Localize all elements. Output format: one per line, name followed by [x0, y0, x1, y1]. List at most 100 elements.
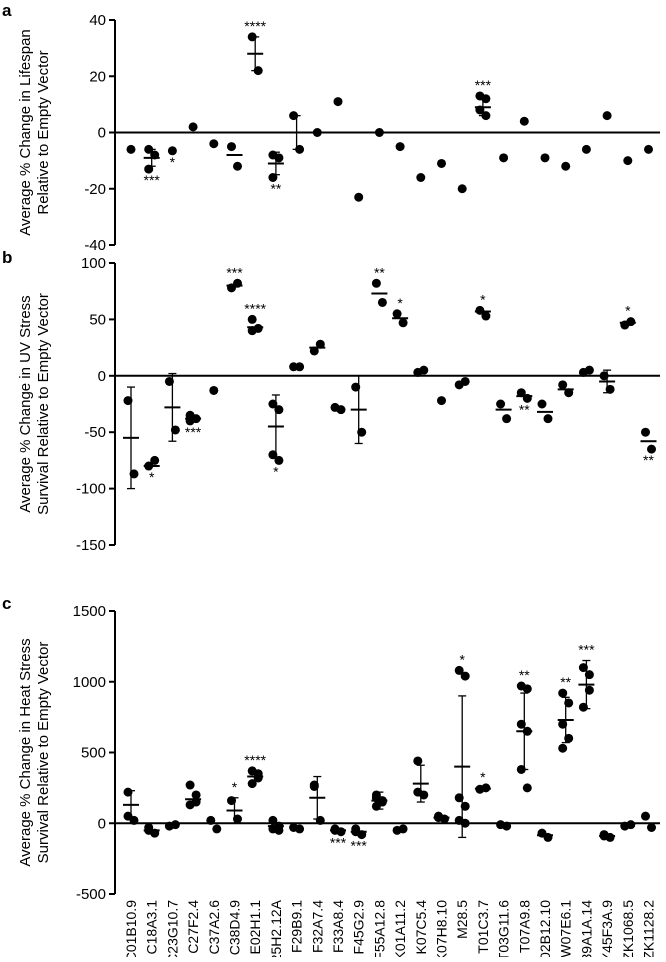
y-tick-label: 40: [89, 12, 106, 29]
data-point: [496, 399, 506, 409]
x-tick-label: C38D4.9: [227, 900, 243, 955]
data-point: [437, 158, 446, 168]
significance: **: [560, 674, 571, 690]
data-point: [419, 365, 429, 375]
panel-label: c: [2, 594, 11, 613]
y-tick-label: 1500: [73, 603, 106, 620]
significance: ****: [244, 300, 266, 316]
y-axis-label: Survival Relative to Empty Vector: [35, 642, 52, 864]
data-point: [413, 756, 423, 766]
data-point: [268, 815, 278, 825]
x-tick-label: F29B9.1: [289, 900, 305, 953]
data-point: [454, 665, 464, 675]
data-point: [312, 128, 322, 137]
significance: *: [459, 651, 465, 667]
significance: ***: [351, 838, 368, 854]
data-point: [371, 278, 381, 288]
x-tick-label: C18A3.1: [144, 900, 160, 955]
y-axis-label: Average % Change in UV Stress: [17, 295, 34, 512]
data-point: [247, 779, 257, 789]
panel-label: a: [2, 1, 12, 20]
data-point: [460, 671, 470, 681]
data-point: [502, 821, 512, 831]
data-point: [460, 801, 470, 811]
data-point: [599, 371, 609, 381]
x-tick-label: C27F2.4: [185, 900, 201, 954]
data-point: [581, 144, 591, 154]
data-point: [333, 97, 343, 107]
data-point: [126, 144, 136, 154]
data-point: [626, 317, 636, 327]
x-tick-label: C23G10.7: [164, 900, 180, 957]
data-point: [516, 388, 526, 398]
y-tick-label: -40: [84, 237, 106, 254]
x-tick-label: F25H2.12A: [268, 899, 284, 957]
data-point: [209, 139, 219, 149]
significance: ***: [226, 264, 243, 280]
data-point: [191, 790, 201, 800]
y-tick-label: 0: [98, 125, 106, 142]
data-point: [641, 427, 650, 437]
data-point: [247, 314, 257, 324]
data-point: [315, 815, 325, 825]
y-tick-label: -20: [84, 181, 106, 198]
data-point: [295, 824, 305, 834]
y-tick-label: -150: [76, 537, 106, 554]
significance: *: [480, 291, 486, 307]
significance: *: [397, 295, 403, 311]
data-point: [558, 719, 568, 729]
x-tick-label: K01A11.2: [392, 900, 408, 957]
x-tick-label: F32A7.4: [309, 900, 325, 953]
x-tick-label: ZK1068.5: [620, 900, 636, 957]
x-tick-label: F33A8.4: [330, 900, 346, 953]
x-tick-label: Y45F3A.9: [599, 900, 615, 957]
data-point: [558, 743, 568, 753]
data-point: [274, 405, 284, 415]
y-tick-label: 100: [81, 255, 106, 272]
significance: *: [170, 154, 176, 170]
data-point: [647, 822, 656, 832]
significance: **: [374, 264, 385, 280]
data-point: [475, 305, 485, 315]
significance: ***: [185, 424, 202, 440]
data-point: [123, 787, 133, 797]
data-point: [274, 153, 284, 163]
data-point: [336, 405, 346, 415]
x-tick-label: T03G11.6: [496, 900, 512, 957]
data-point: [584, 365, 594, 375]
x-tick-label: C01B10.9: [123, 900, 139, 957]
data-point: [605, 384, 615, 394]
x-tick-label: K07H8.10: [434, 900, 450, 957]
x-tick-label: E02H1.1: [247, 900, 263, 955]
data-point: [543, 414, 553, 424]
data-point: [543, 832, 553, 842]
significance: **: [270, 181, 281, 197]
data-point: [377, 297, 387, 307]
x-tick-label: ZK1128.2: [641, 900, 657, 957]
y-tick-label: 20: [89, 68, 106, 85]
data-point: [354, 192, 364, 202]
data-point: [227, 142, 236, 152]
y-tick-label: 50: [89, 311, 106, 328]
data-point: [502, 414, 512, 424]
data-point: [150, 455, 160, 465]
data-point: [537, 399, 547, 409]
data-point: [564, 388, 574, 398]
data-point: [558, 380, 568, 390]
data-point: [457, 184, 467, 194]
data-point: [268, 399, 278, 409]
y-tick-label: -50: [84, 424, 106, 441]
data-point: [233, 161, 242, 171]
data-point: [578, 663, 588, 673]
significance: **: [519, 401, 530, 417]
data-point: [357, 427, 367, 437]
data-point: [309, 346, 319, 356]
data-point: [398, 318, 408, 328]
x-tick-label: Y39A1A.14: [578, 900, 594, 957]
significance: ****: [244, 752, 266, 768]
panel-label: b: [2, 248, 12, 267]
data-point: [499, 153, 509, 163]
data-point: [416, 173, 426, 182]
significance: ***: [144, 172, 161, 188]
